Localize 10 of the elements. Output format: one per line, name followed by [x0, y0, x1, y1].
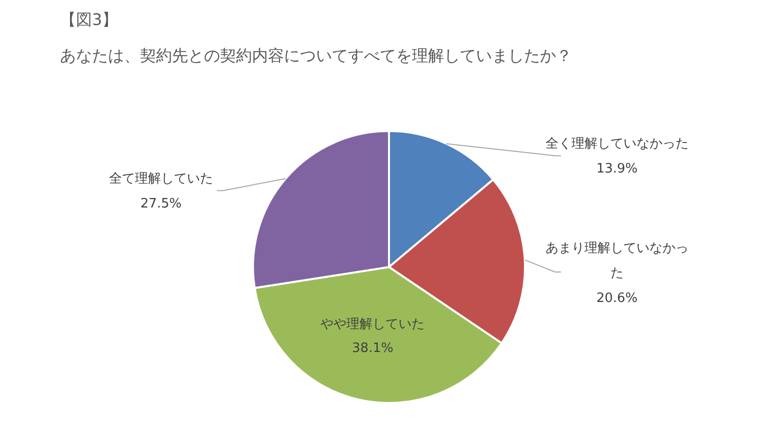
data-label: 20.6%	[596, 290, 638, 306]
slice-label: やや理解していた	[320, 317, 425, 332]
slice-label: 全て理解していた	[109, 172, 213, 187]
chart-title: 【図3】	[60, 10, 118, 31]
slice-label: あまり理解していなかった	[546, 240, 688, 281]
data-label: 13.9%	[596, 162, 638, 177]
data-label: 38.1%	[352, 341, 394, 356]
data-label: 27.5%	[140, 196, 182, 212]
slice-label: 全く理解していなかった	[546, 136, 688, 152]
chart-subtitle: あなたは、契約先との契約内容についてすべてを理解していましたか？	[60, 46, 572, 67]
